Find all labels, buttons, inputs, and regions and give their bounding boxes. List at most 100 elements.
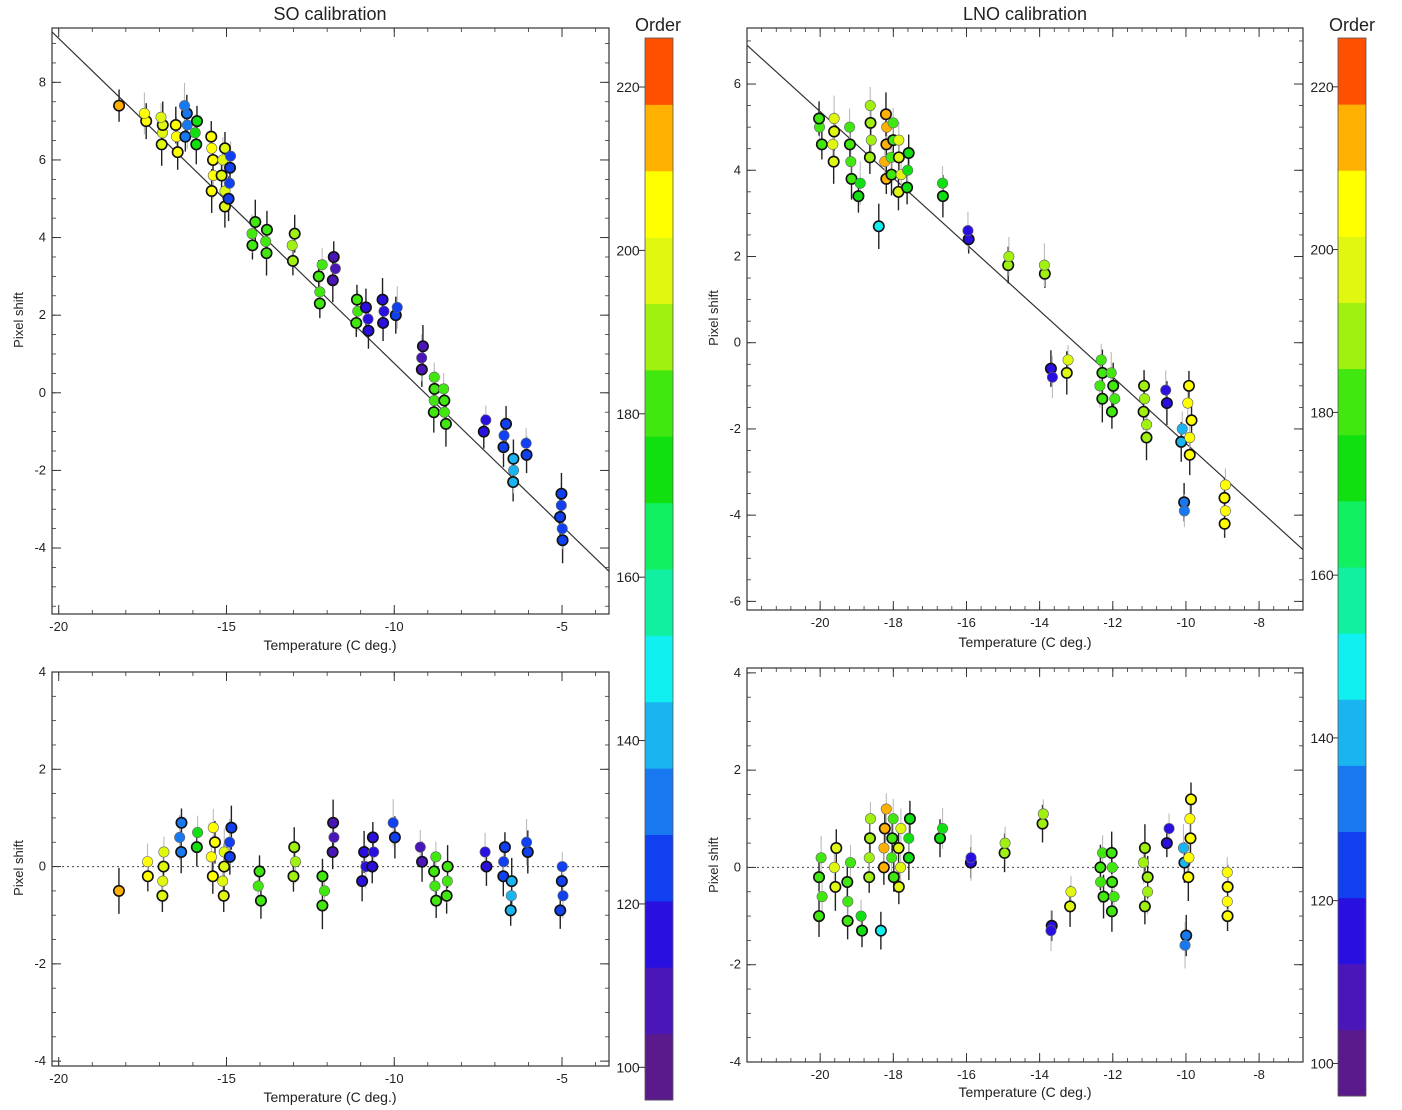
data-point — [816, 891, 828, 903]
data-point — [376, 293, 389, 306]
colorbar-band — [645, 170, 673, 238]
data-point — [480, 414, 492, 426]
data-point — [864, 100, 876, 112]
x-tick-label: -10 — [385, 619, 404, 634]
so-colorbar-title: Order — [635, 15, 681, 35]
data-point — [887, 871, 900, 884]
data-point — [224, 177, 236, 189]
lno-order-colorbar: 100 120 140 160 180 200 220 — [1310, 37, 1367, 1097]
data-point — [1105, 846, 1118, 859]
y-tick-label: 2 — [39, 761, 46, 776]
data-point — [326, 274, 339, 287]
data-point — [1176, 423, 1188, 435]
data-point — [1183, 852, 1195, 864]
data-point — [438, 383, 450, 395]
data-point — [508, 464, 520, 476]
data-point — [1138, 857, 1150, 869]
colorbar-tick-label: 100 — [616, 1059, 640, 1075]
data-point — [999, 837, 1011, 849]
data-point — [205, 130, 218, 143]
data-point — [1221, 895, 1233, 907]
data-point — [356, 875, 369, 888]
data-point — [179, 130, 192, 143]
lno-bottom-ylabel: Pixel shift — [706, 837, 721, 893]
data-point — [316, 259, 328, 271]
data-point — [190, 115, 203, 128]
data-point — [428, 865, 441, 878]
data-point — [1182, 379, 1195, 392]
x-tick-label: -5 — [556, 1071, 568, 1086]
data-point — [192, 827, 204, 839]
plot-frame — [746, 667, 1304, 1063]
x-tick-label: -10 — [1177, 615, 1196, 630]
data-point — [844, 121, 856, 133]
colorbar-tick-label: 160 — [1310, 567, 1334, 583]
data-point — [366, 860, 379, 873]
colorbar-band — [1338, 897, 1366, 965]
data-point — [1182, 397, 1194, 409]
colorbar-tick-label: 180 — [1310, 404, 1334, 420]
data-point — [246, 228, 258, 240]
colorbar-band — [645, 502, 673, 570]
data-point — [1045, 925, 1057, 937]
x-tick-label: -12 — [1103, 615, 1122, 630]
data-point — [329, 263, 341, 275]
data-point — [190, 841, 203, 854]
colorbar-band — [645, 768, 673, 835]
data-point — [1183, 448, 1196, 461]
data-point — [207, 153, 220, 166]
data-point — [895, 861, 907, 873]
colorbar-band — [645, 834, 673, 902]
colorbar-band — [645, 436, 673, 504]
data-point — [500, 417, 513, 430]
data-point — [206, 870, 219, 883]
x-tick-label: -14 — [1030, 615, 1049, 630]
colorbar-frame — [644, 37, 674, 1101]
y-tick-label: -4 — [34, 540, 46, 555]
data-point — [327, 250, 340, 263]
data-point — [1097, 890, 1110, 903]
colorbar-band — [645, 369, 673, 437]
data-point — [878, 842, 890, 854]
data-point — [498, 841, 511, 854]
colorbar-band — [1338, 765, 1366, 832]
data-point — [387, 817, 399, 829]
colorbar-band — [645, 1033, 673, 1101]
data-point — [215, 169, 228, 182]
y-tick-label: 6 — [734, 76, 741, 91]
data-point — [1046, 371, 1058, 383]
data-point — [554, 904, 567, 917]
colorbar-tick-label: 120 — [1310, 893, 1334, 909]
data-point — [205, 184, 218, 197]
data-point — [554, 510, 567, 523]
data-point — [440, 889, 453, 902]
x-tick-label: -20 — [811, 615, 830, 630]
data-point — [350, 316, 363, 329]
data-point — [521, 836, 533, 848]
data-point — [828, 113, 840, 125]
data-point — [158, 846, 170, 858]
data-point — [430, 851, 442, 863]
data-point — [863, 832, 876, 845]
data-point — [556, 861, 568, 873]
data-point — [965, 852, 977, 864]
data-point — [327, 816, 340, 829]
data-point — [895, 823, 907, 835]
colorbar-band — [1338, 170, 1366, 237]
data-point — [887, 813, 899, 825]
data-point — [1108, 891, 1120, 903]
colorbar-band — [645, 701, 673, 769]
data-point — [157, 875, 169, 887]
data-point — [962, 225, 974, 237]
data-point — [1065, 886, 1077, 898]
data-point — [314, 286, 326, 298]
so-panel-title: SO calibration — [273, 4, 386, 24]
data-point — [249, 216, 262, 229]
data-point — [414, 841, 426, 853]
colorbar-band — [1338, 963, 1366, 1031]
data-point — [864, 116, 877, 129]
data-point — [863, 871, 876, 884]
data-point — [350, 293, 363, 306]
